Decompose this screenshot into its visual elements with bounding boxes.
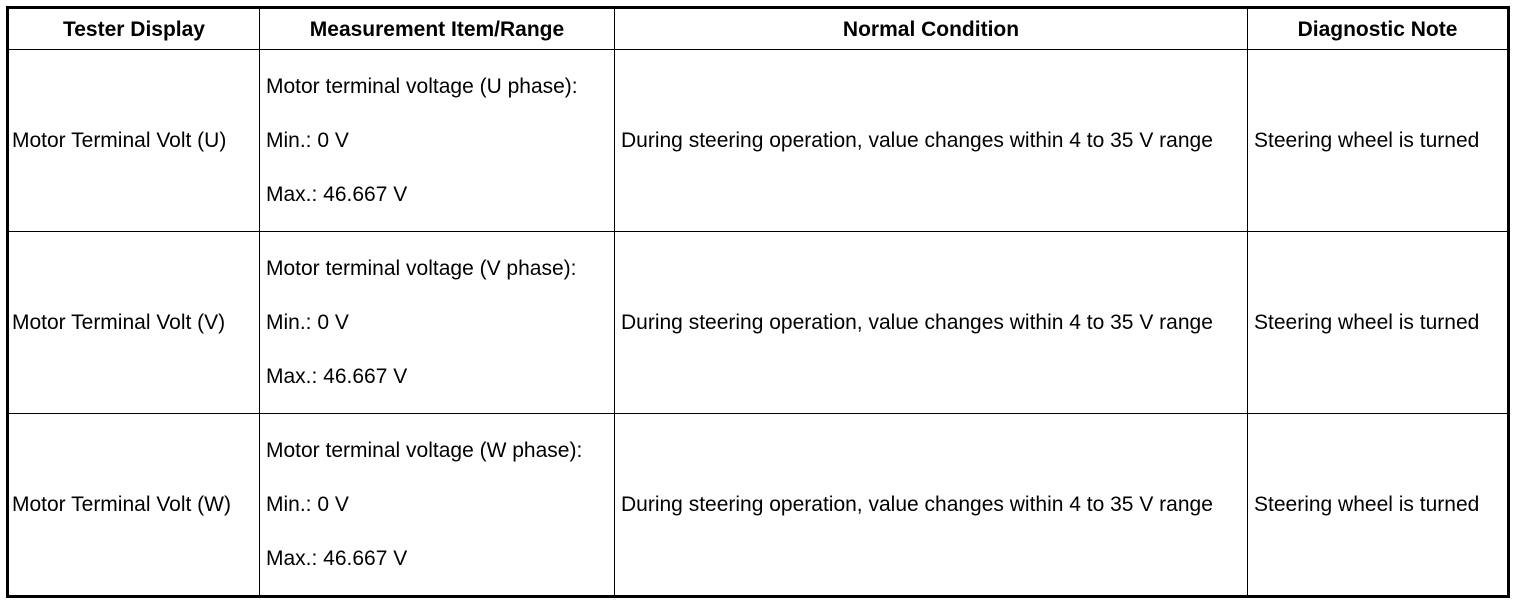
table-header: Tester Display Measurement Item/Range No… — [7, 7, 1509, 50]
measurement-item-cell: Motor terminal voltage (V phase): Min.: … — [259, 231, 615, 414]
diagnostic-note-cell: Steering wheel is turned — [1247, 231, 1509, 414]
tester-display-cell: Motor Terminal Volt (W) — [7, 413, 260, 597]
measurement-item-label: Motor terminal voltage (V phase): — [266, 257, 577, 280]
normal-condition-cell: During steering operation, value changes… — [614, 413, 1248, 597]
header-row: Tester Display Measurement Item/Range No… — [7, 7, 1509, 50]
measurement-min: Min.: 0 V — [266, 129, 349, 152]
measurement-item-cell: Motor terminal voltage (U phase): Min.: … — [259, 49, 615, 232]
table-row: Motor Terminal Volt (V) Motor terminal v… — [7, 231, 1509, 414]
measurement-max: Max.: 46.667 V — [266, 365, 408, 388]
tester-display-cell: Motor Terminal Volt (U) — [7, 49, 260, 232]
data-list-table: Tester Display Measurement Item/Range No… — [6, 6, 1510, 598]
normal-condition-cell: During steering operation, value changes… — [614, 49, 1248, 232]
header-tester-display: Tester Display — [7, 7, 260, 50]
measurement-max: Max.: 46.667 V — [266, 183, 408, 206]
header-measurement-item: Measurement Item/Range — [259, 7, 615, 50]
table-row: Motor Terminal Volt (U) Motor terminal v… — [7, 49, 1509, 232]
table-row: Motor Terminal Volt (W) Motor terminal v… — [7, 413, 1509, 597]
header-diagnostic-note: Diagnostic Note — [1247, 7, 1509, 50]
measurement-min: Min.: 0 V — [266, 311, 349, 334]
normal-condition-cell: During steering operation, value changes… — [614, 231, 1248, 414]
diagnostic-note-cell: Steering wheel is turned — [1247, 49, 1509, 232]
measurement-max: Max.: 46.667 V — [266, 547, 408, 570]
measurement-item-label: Motor terminal voltage (W phase): — [266, 439, 583, 462]
measurement-item-cell: Motor terminal voltage (W phase): Min.: … — [259, 413, 615, 597]
header-normal-condition: Normal Condition — [614, 7, 1248, 50]
measurement-item-label: Motor terminal voltage (U phase): — [266, 75, 578, 98]
tester-display-cell: Motor Terminal Volt (V) — [7, 231, 260, 414]
table-body: Motor Terminal Volt (U) Motor terminal v… — [7, 49, 1509, 597]
diagnostic-note-cell: Steering wheel is turned — [1247, 413, 1509, 597]
measurement-min: Min.: 0 V — [266, 493, 349, 516]
